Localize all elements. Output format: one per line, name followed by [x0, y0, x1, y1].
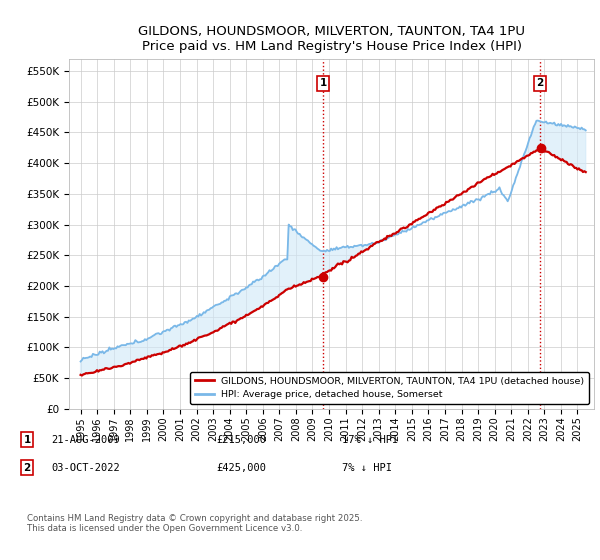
Legend: GILDONS, HOUNDSMOOR, MILVERTON, TAUNTON, TA4 1PU (detached house), HPI: Average : GILDONS, HOUNDSMOOR, MILVERTON, TAUNTON,…	[190, 372, 589, 404]
Text: 7% ↓ HPI: 7% ↓ HPI	[342, 463, 392, 473]
Text: £215,000: £215,000	[216, 435, 266, 445]
Text: 03-OCT-2022: 03-OCT-2022	[51, 463, 120, 473]
Text: £425,000: £425,000	[216, 463, 266, 473]
Title: GILDONS, HOUNDSMOOR, MILVERTON, TAUNTON, TA4 1PU
Price paid vs. HM Land Registry: GILDONS, HOUNDSMOOR, MILVERTON, TAUNTON,…	[138, 25, 525, 53]
Text: 2: 2	[23, 463, 31, 473]
Text: 2: 2	[536, 78, 544, 88]
Text: Contains HM Land Registry data © Crown copyright and database right 2025.
This d: Contains HM Land Registry data © Crown c…	[27, 514, 362, 533]
Text: 21-AUG-2009: 21-AUG-2009	[51, 435, 120, 445]
Text: 1: 1	[319, 78, 326, 88]
Text: 17% ↓ HPI: 17% ↓ HPI	[342, 435, 398, 445]
Text: 1: 1	[23, 435, 31, 445]
